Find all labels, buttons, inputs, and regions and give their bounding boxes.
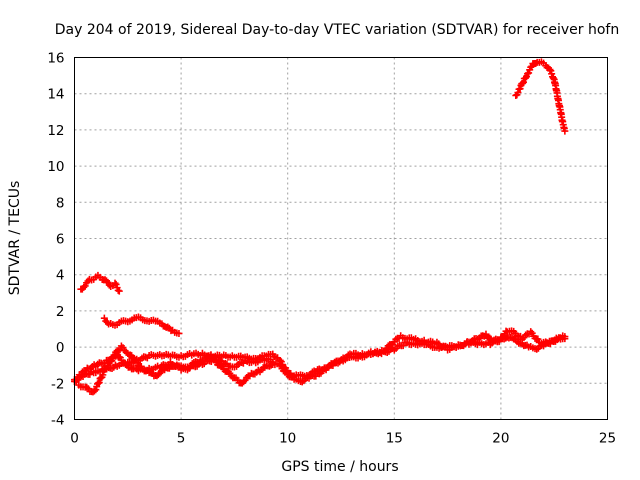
data-point: [115, 347, 123, 355]
data-point: [175, 329, 183, 337]
y-axis-label: SDTVAR / TECUs: [7, 181, 23, 296]
x-tick-label: 20: [492, 431, 509, 447]
x-tick-label: 0: [70, 431, 79, 447]
y-tick-label: 6: [56, 232, 65, 248]
data-point: [240, 378, 248, 386]
y-tick-label: 0: [56, 340, 65, 356]
chart-title: Day 204 of 2019, Sidereal Day-to-day VTE…: [55, 22, 619, 38]
data-point: [269, 358, 277, 366]
data-point: [80, 283, 88, 291]
data-point: [525, 69, 533, 77]
y-tick-label: 14: [47, 87, 64, 103]
data-point: [516, 85, 524, 93]
y-tick-label: 12: [47, 123, 64, 139]
x-tick-label: 10: [279, 431, 296, 447]
data-points: [71, 58, 569, 396]
data-point: [546, 66, 554, 74]
y-tick-label: 4: [56, 268, 65, 284]
data-point: [561, 127, 569, 135]
data-point: [81, 282, 89, 290]
data-point: [95, 379, 103, 387]
data-point: [549, 74, 557, 82]
data-point: [99, 371, 107, 379]
data-point: [111, 279, 119, 287]
y-tick-label: 8: [56, 195, 65, 211]
data-point: [486, 334, 494, 342]
grid-lines: [74, 57, 608, 420]
data-point: [561, 333, 569, 341]
data-point: [154, 371, 162, 379]
y-tick-label: 16: [47, 51, 64, 67]
data-point: [92, 386, 100, 394]
data-point: [514, 89, 522, 97]
data-point: [112, 280, 120, 288]
tick-labels: 0 5 10 15 20 25 -4 -2 0 2 4 6 8 10 12 14 16: [47, 51, 616, 447]
y-tick-label: 10: [47, 159, 64, 175]
data-point: [534, 335, 542, 343]
data-point: [519, 78, 527, 86]
y-tick-label: -2: [51, 376, 64, 392]
plot-frame: [74, 57, 608, 420]
y-tick-label: -4: [51, 413, 64, 429]
data-point: [282, 368, 290, 376]
x-tick-label: 15: [386, 431, 403, 447]
data-point: [519, 79, 527, 87]
x-tick-label: 25: [599, 431, 616, 447]
y-tick-label: 2: [56, 304, 65, 320]
x-tick-label: 5: [177, 431, 186, 447]
data-point: [521, 74, 529, 82]
data-point: [115, 287, 123, 295]
x-axis-label: GPS time / hours: [281, 459, 398, 475]
data-point: [90, 387, 98, 395]
data-point: [527, 63, 535, 71]
data-point: [532, 59, 540, 67]
data-point: [130, 355, 138, 363]
